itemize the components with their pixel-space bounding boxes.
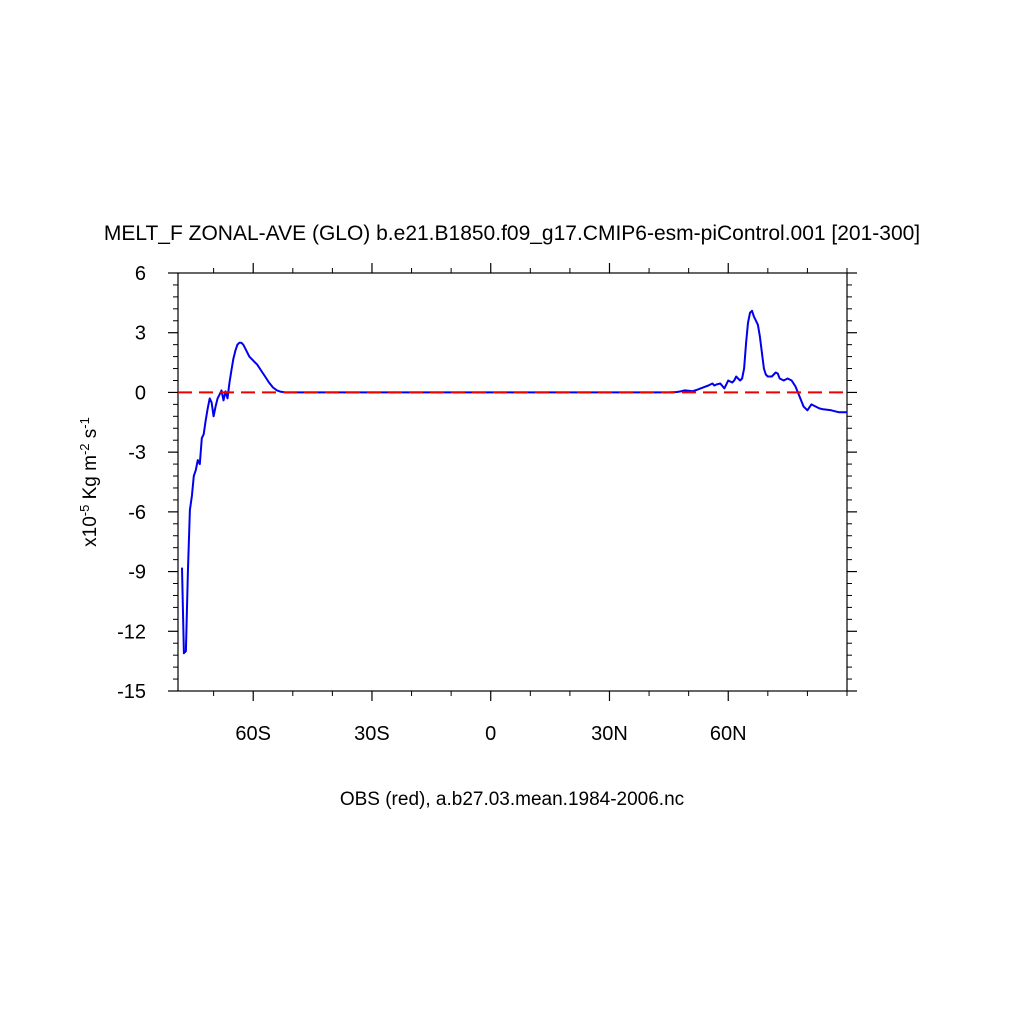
y-axis-label: x10-5 Kg m-2 s-1 [77,417,102,547]
x-axis-label: OBS (red), a.b27.03.mean.1984-2006.nc [340,789,684,810]
x-tick-label: 60S [235,723,271,745]
plot-frame [177,272,848,692]
y-tick-label: -3 [128,442,146,464]
plot-area [168,263,857,701]
y-tick-labels: 6 3 0 -3 -6 -9 -12 -15 [117,263,146,703]
chart-title: MELT_F ZONAL-AVE (GLO) b.e21.B1850.f09_g… [104,222,920,245]
x-tick-label: 60N [710,723,747,745]
major-ticks [168,263,857,701]
y-tick-label: -6 [128,502,146,524]
x-tick-label: 30S [354,723,390,745]
y-tick-label: 0 [135,382,146,404]
minor-ticks [173,268,852,696]
y-axis-label-exp1: -5 [77,505,92,517]
chart-title-group: MELT_F ZONAL-AVE (GLO) b.e21.B1850.f09_g… [104,222,920,245]
x-tick-label: 30N [591,723,628,745]
y-axis-label-prefix: x10 [80,516,101,547]
y-axis-label-mid: Kg m [80,455,101,505]
series-layer [178,309,847,655]
y-tick-label: -9 [128,562,146,584]
y-tick-label: 6 [135,263,146,285]
x-tick-labels: 60S 30S 0 30N 60N [235,723,746,745]
y-axis-label-mid2: s [80,429,101,444]
y-tick-label: -12 [117,621,146,643]
x-tick-label: 0 [485,723,496,745]
y-axis-label-exp3: -1 [77,417,92,429]
model-series-line [181,309,847,655]
y-axis-label-exp2: -2 [77,443,92,455]
y-tick-label: 3 [135,323,146,345]
y-tick-label: -15 [117,681,146,703]
